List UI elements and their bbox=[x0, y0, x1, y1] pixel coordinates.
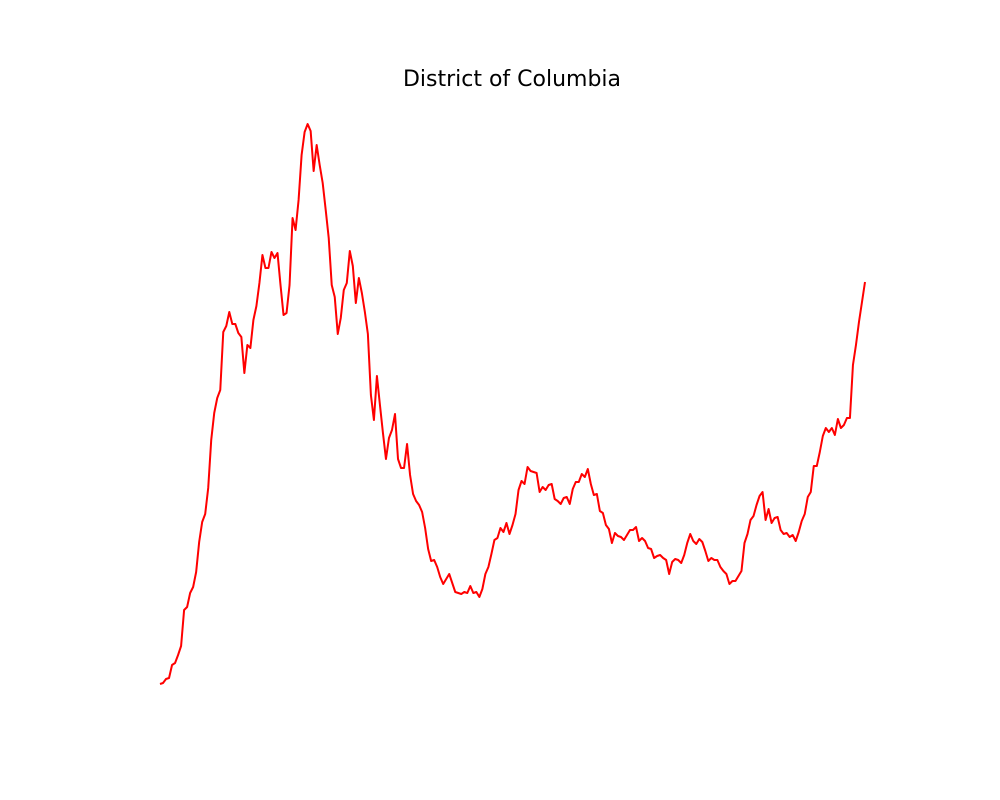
chart-title: District of Columbia bbox=[403, 67, 621, 92]
data-line bbox=[159, 123, 866, 685]
